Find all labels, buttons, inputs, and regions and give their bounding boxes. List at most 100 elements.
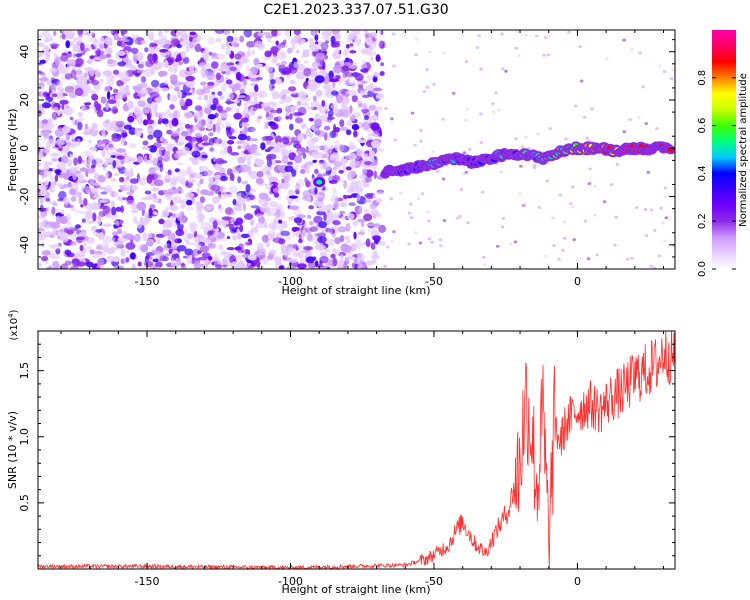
- noise-blob: [480, 190, 485, 194]
- noise-blob: [197, 250, 202, 254]
- noise-blob: [309, 70, 318, 77]
- noise-blob: [104, 119, 111, 124]
- noise-blob: [250, 143, 258, 151]
- noise-blob: [242, 58, 250, 63]
- noise-blob: [169, 43, 176, 48]
- noise-blob: [314, 168, 319, 175]
- noise-blob: [210, 104, 217, 111]
- noise-blob: [124, 141, 127, 146]
- noise-blob: [345, 80, 350, 85]
- noise-blob: [351, 30, 361, 36]
- noise-blob: [136, 220, 143, 229]
- noise-blob: [349, 162, 354, 168]
- noise-blob: [105, 102, 109, 111]
- noise-blob: [289, 205, 300, 210]
- noise-blob: [359, 260, 363, 264]
- noise-blob: [280, 151, 286, 157]
- noise-blob: [341, 215, 347, 221]
- noise-blob: [127, 102, 135, 110]
- noise-blob: [112, 69, 120, 75]
- noise-blob: [357, 139, 367, 143]
- noise-blob: [208, 177, 214, 182]
- noise-blob: [111, 136, 121, 142]
- noise-blob: [235, 217, 244, 225]
- noise-blob: [260, 204, 270, 213]
- noise-blob: [232, 166, 241, 174]
- noise-blob: [321, 36, 331, 40]
- noise-blob: [233, 43, 240, 48]
- noise-blob: [202, 134, 209, 142]
- noise-blob: [52, 202, 58, 207]
- noise-blob: [306, 169, 310, 174]
- noise-blob: [271, 55, 278, 62]
- noise-blob: [44, 145, 51, 154]
- noise-blob: [44, 180, 49, 186]
- noise-blob: [322, 146, 333, 155]
- noise-blob: [61, 52, 68, 56]
- noise-blob: [99, 43, 106, 50]
- noise-blob: [314, 34, 319, 41]
- noise-blob: [234, 82, 241, 91]
- noise-blob: [116, 155, 125, 160]
- noise-blob: [82, 150, 92, 157]
- noise-blob: [290, 257, 298, 264]
- noise-blob: [249, 138, 258, 142]
- noise-blob: [203, 107, 212, 115]
- noise-blob: [72, 37, 83, 44]
- noise-blob: [281, 145, 287, 153]
- noise-blob: [112, 108, 119, 114]
- noise-blob: [177, 245, 187, 252]
- noise-blob: [418, 241, 423, 245]
- noise-blob: [185, 98, 193, 107]
- noise-blob: [169, 222, 178, 228]
- noise-blob: [358, 206, 362, 214]
- noise-blob: [587, 182, 592, 186]
- noise-blob: [361, 108, 370, 114]
- noise-blob: [116, 80, 124, 87]
- noise-blob: [270, 46, 279, 54]
- noise-blob: [312, 159, 318, 163]
- noise-blob: [209, 234, 214, 239]
- noise-blob: [291, 44, 296, 50]
- noise-blob: [90, 187, 97, 193]
- noise-blob: [386, 245, 390, 249]
- noise-blob: [288, 86, 297, 92]
- noise-blob: [58, 62, 65, 69]
- noise-blob: [310, 187, 315, 196]
- noise-blob: [226, 35, 234, 42]
- noise-blob: [60, 109, 67, 115]
- noise-blob: [123, 152, 128, 157]
- noise-blob: [50, 174, 54, 181]
- noise-blob: [194, 43, 201, 53]
- noise-blob: [338, 169, 344, 174]
- noise-blob: [288, 189, 296, 195]
- noise-blob: [280, 50, 285, 57]
- noise-blob: [326, 208, 331, 214]
- noise-blob: [161, 229, 172, 237]
- noise-blob: [643, 208, 648, 211]
- noise-blob: [180, 202, 186, 209]
- noise-blob: [293, 208, 302, 216]
- noise-blob: [99, 36, 105, 46]
- noise-blob: [407, 211, 412, 215]
- noise-blob: [140, 76, 147, 83]
- noise-blob: [191, 253, 195, 262]
- noise-blob: [114, 265, 124, 269]
- noise-blob: [141, 217, 151, 224]
- noise-blob: [345, 166, 352, 171]
- noise-blob: [535, 34, 539, 38]
- noise-blob: [130, 209, 139, 213]
- noise-blob: [500, 32, 504, 36]
- noise-blob: [111, 190, 115, 198]
- noise-blob: [70, 196, 77, 202]
- noise-blob: [409, 202, 413, 206]
- noise-blob: [264, 148, 271, 153]
- noise-blob: [222, 220, 229, 225]
- snr-series-line: [38, 331, 675, 569]
- noise-blob: [106, 91, 111, 100]
- noise-blob: [174, 80, 181, 90]
- noise-blob: [441, 177, 446, 181]
- noise-blob: [390, 240, 395, 243]
- noise-blob: [543, 36, 548, 40]
- noise-blob: [41, 255, 48, 262]
